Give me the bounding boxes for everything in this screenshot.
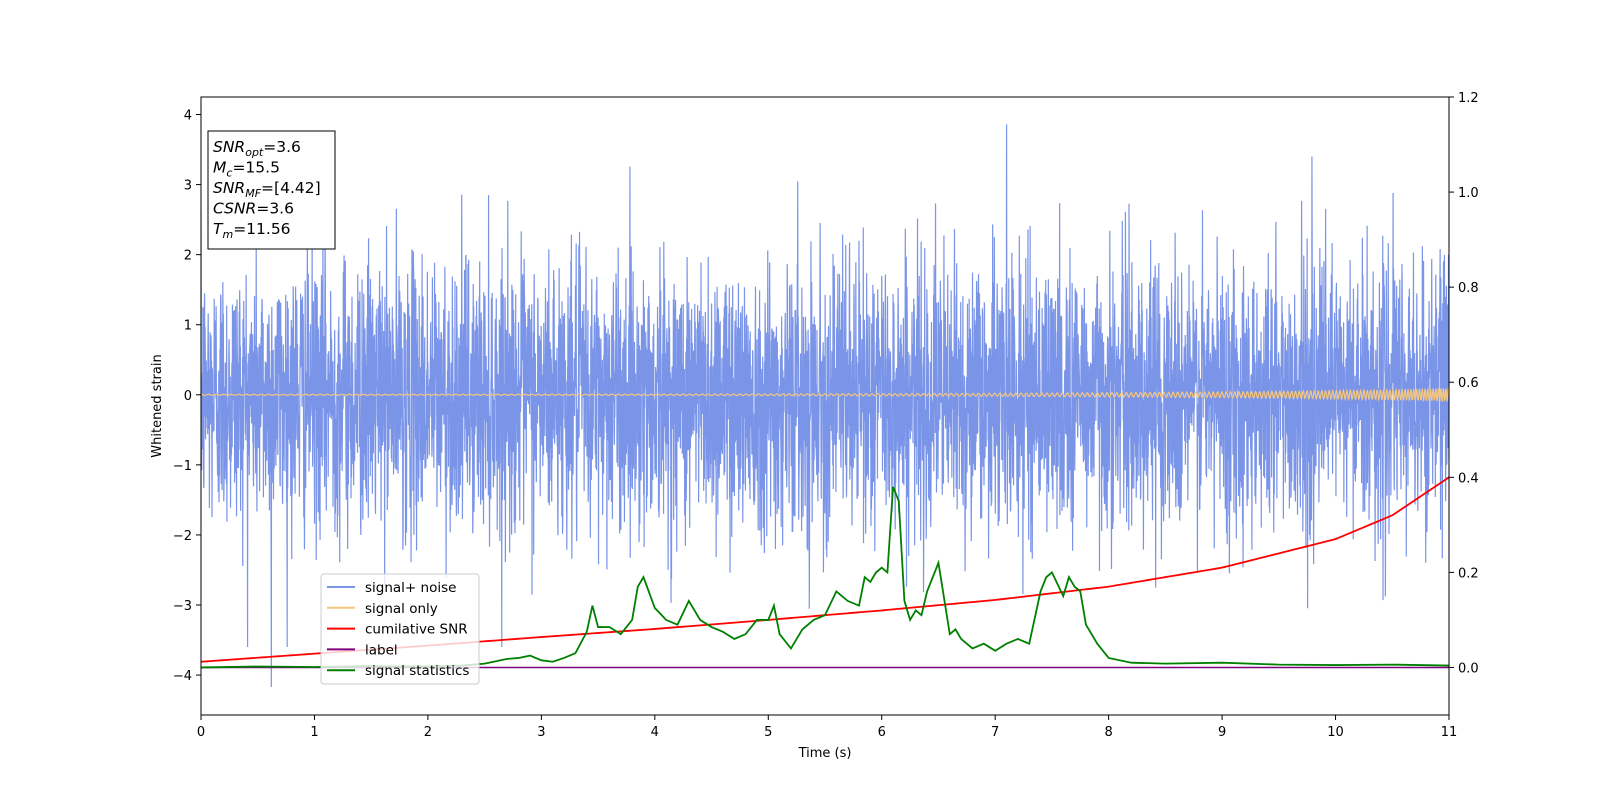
x-tick-label: 2 bbox=[424, 725, 432, 740]
x-tick-label: 4 bbox=[651, 725, 659, 740]
info-box-line: SNRMF=[4.42] bbox=[213, 179, 321, 200]
y2-tick-label: 0.2 bbox=[1458, 566, 1479, 581]
info-box-frame bbox=[207, 130, 336, 250]
x-tick-label: 8 bbox=[1104, 725, 1112, 740]
y-tick-label: 2 bbox=[184, 249, 192, 264]
legend-label: signal only bbox=[365, 601, 438, 617]
legend-label: cumilative SNR bbox=[365, 622, 468, 638]
x-tick-label: 3 bbox=[537, 725, 545, 740]
series-signal-statistics bbox=[201, 486, 1449, 669]
info-box-line: Mc=15.5 bbox=[213, 159, 280, 180]
y-tick-label: −2 bbox=[173, 529, 192, 544]
legend-label: label bbox=[365, 642, 398, 658]
y2-tick-label: 1.0 bbox=[1458, 186, 1479, 201]
x-tick-label: 9 bbox=[1218, 725, 1226, 740]
legend-label: signal+ noise bbox=[365, 580, 456, 596]
axis-ticks: 0 1 2 3 4 5 6 7 8 9 10 1143210−1−2−3−41.21.00.80.60… bbox=[173, 91, 1479, 740]
series-signal-only bbox=[201, 386, 1449, 403]
axes-frame bbox=[200, 96, 1450, 716]
y2-tick-label: 0.8 bbox=[1458, 281, 1479, 296]
info-box-line: Tm=11.56 bbox=[213, 220, 291, 241]
info-box-line: SNRopt=3.6 bbox=[213, 138, 301, 159]
x-tick-label: 7 bbox=[991, 725, 999, 740]
y-tick-label: 0 bbox=[184, 389, 192, 404]
x-tick-label: 11 bbox=[1441, 725, 1458, 740]
series-signal-noise bbox=[201, 124, 1449, 687]
legend-frame bbox=[320, 573, 480, 685]
y-tick-label: 4 bbox=[184, 109, 192, 124]
y2-tick-label: 0.0 bbox=[1458, 661, 1479, 676]
y-tick-label: −3 bbox=[173, 599, 192, 614]
info-box-line: CSNR=3.6 bbox=[213, 200, 294, 218]
y-axis-label: Whitened strain bbox=[150, 354, 165, 457]
y2-tick-label: 0.6 bbox=[1458, 376, 1479, 391]
y-tick-label: 1 bbox=[184, 319, 192, 334]
legend: signal+ noise signal only cumilative SNR la… bbox=[320, 573, 480, 685]
y-tick-label: 3 bbox=[184, 179, 192, 194]
x-tick-label: 0 bbox=[197, 725, 205, 740]
x-tick-label: 10 bbox=[1327, 725, 1344, 740]
x-tick-label: 6 bbox=[878, 725, 886, 740]
y2-tick-label: 1.2 bbox=[1458, 91, 1479, 106]
legend-label: signal statistics bbox=[365, 663, 469, 679]
y2-tick-label: 0.4 bbox=[1458, 471, 1479, 486]
y-tick-label: −1 bbox=[173, 459, 192, 474]
x-tick-label: 1 bbox=[310, 725, 318, 740]
y-tick-label: −4 bbox=[173, 669, 192, 684]
x-tick-label: 5 bbox=[764, 725, 772, 740]
x-axis-label: Time (s) bbox=[798, 746, 852, 761]
